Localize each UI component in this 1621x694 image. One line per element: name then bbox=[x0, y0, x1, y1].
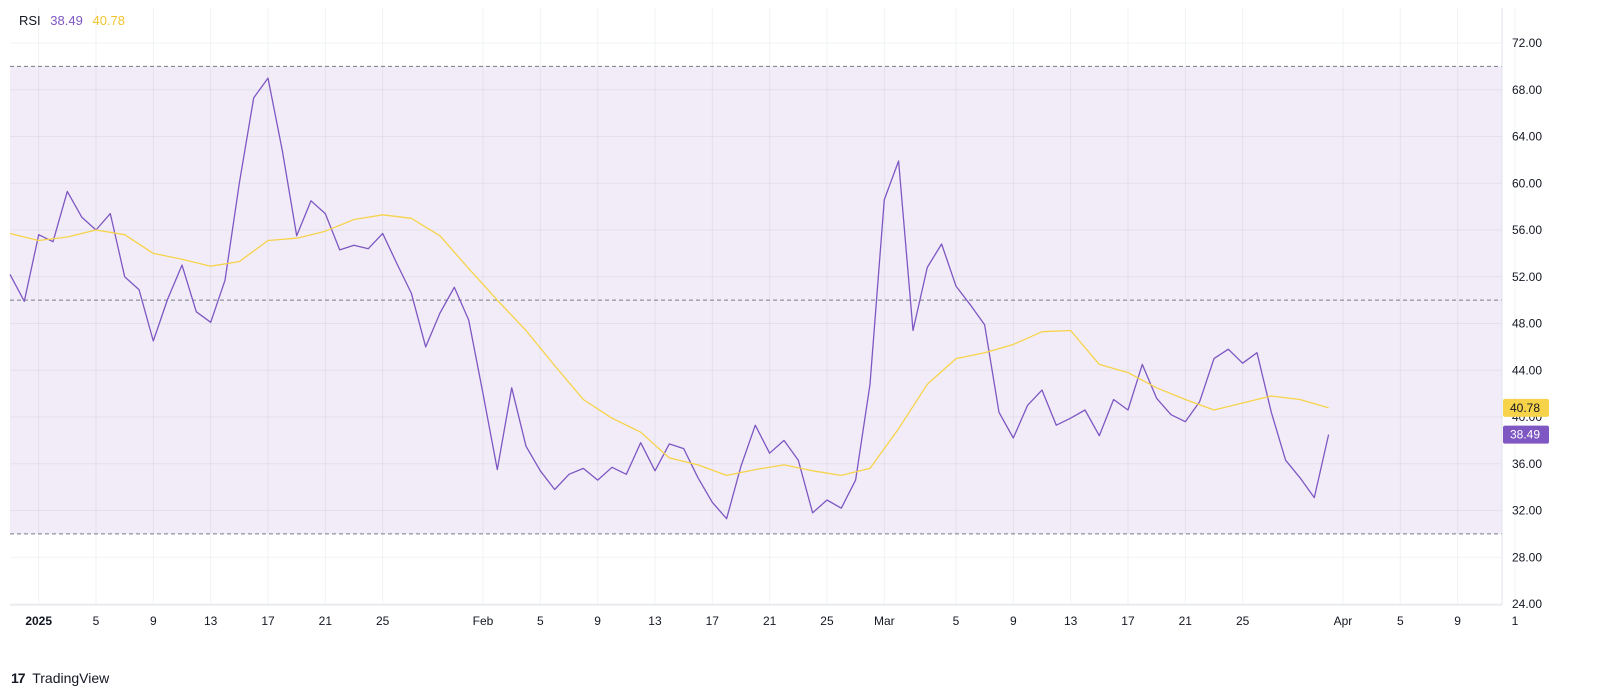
x-tick-label: 2025 bbox=[25, 614, 52, 628]
rsi-legend-value: 38.49 bbox=[50, 13, 83, 28]
rsi-last-value-tag bbox=[1503, 425, 1549, 444]
ma-legend-value: 40.78 bbox=[92, 13, 126, 28]
y-tick-label: 52.00 bbox=[1512, 270, 1542, 284]
x-tick-label: 9 bbox=[1454, 614, 1461, 628]
x-tick-label: 13 bbox=[204, 614, 218, 628]
y-tick-label: 64.00 bbox=[1512, 130, 1542, 144]
x-tick-label: Feb bbox=[473, 614, 494, 628]
x-tick-label: 25 bbox=[1236, 614, 1250, 628]
x-tick-label: 9 bbox=[150, 614, 157, 628]
x-tick-label: 13 bbox=[1064, 614, 1078, 628]
rsi-last-value-tag-text: 38.49 bbox=[1510, 428, 1540, 442]
rsi-ma-line bbox=[9, 214, 1329, 477]
tradingview-brand[interactable]: 17 TradingView bbox=[11, 670, 109, 686]
x-tick-label: 13 bbox=[648, 614, 662, 628]
y-tick-label: 44.00 bbox=[1512, 363, 1542, 377]
x-tick-label: 17 bbox=[1121, 614, 1135, 628]
y-tick-label: 56.00 bbox=[1512, 223, 1542, 237]
x-tick-label: 5 bbox=[953, 614, 960, 628]
indicator-legend: RSI 38.49 40.78 bbox=[19, 13, 131, 28]
x-tick-label: 5 bbox=[537, 614, 544, 628]
x-tick-label: 21 bbox=[319, 614, 333, 628]
brand-name: TradingView bbox=[32, 670, 110, 686]
indicator-title: RSI bbox=[19, 13, 41, 28]
x-tick-label: 17 bbox=[706, 614, 720, 628]
x-tick-label: Mar bbox=[874, 614, 895, 628]
ma-last-value-tag bbox=[1503, 398, 1549, 417]
y-tick-label: 24.00 bbox=[1512, 597, 1542, 611]
y-tick-label: 48.00 bbox=[1512, 317, 1542, 331]
y-tick-label: 32.00 bbox=[1512, 504, 1542, 518]
ma-last-value-tag-text: 40.78 bbox=[1510, 401, 1540, 415]
y-tick-label: 60.00 bbox=[1512, 176, 1542, 190]
x-tick-label: 5 bbox=[93, 614, 100, 628]
tradingview-logo-icon: 17 bbox=[11, 670, 26, 686]
y-tick-label: 72.00 bbox=[1512, 36, 1542, 50]
x-tick-label: 5 bbox=[1397, 614, 1404, 628]
y-tick-label: 68.00 bbox=[1512, 83, 1542, 97]
y-tick-label: 36.00 bbox=[1512, 457, 1542, 471]
x-tick-label: 1 bbox=[1512, 614, 1519, 628]
x-tick-label: 25 bbox=[820, 614, 834, 628]
x-tick-label: 21 bbox=[763, 614, 777, 628]
rsi-line bbox=[9, 77, 1330, 520]
x-tick-label: 25 bbox=[376, 614, 390, 628]
x-tick-label: 9 bbox=[1010, 614, 1017, 628]
x-tick-label: 21 bbox=[1179, 614, 1193, 628]
x-tick-label: Apr bbox=[1334, 614, 1353, 628]
x-tick-label: 17 bbox=[261, 614, 275, 628]
x-tick-label: 9 bbox=[594, 614, 601, 628]
y-tick-label: 28.00 bbox=[1512, 550, 1542, 564]
